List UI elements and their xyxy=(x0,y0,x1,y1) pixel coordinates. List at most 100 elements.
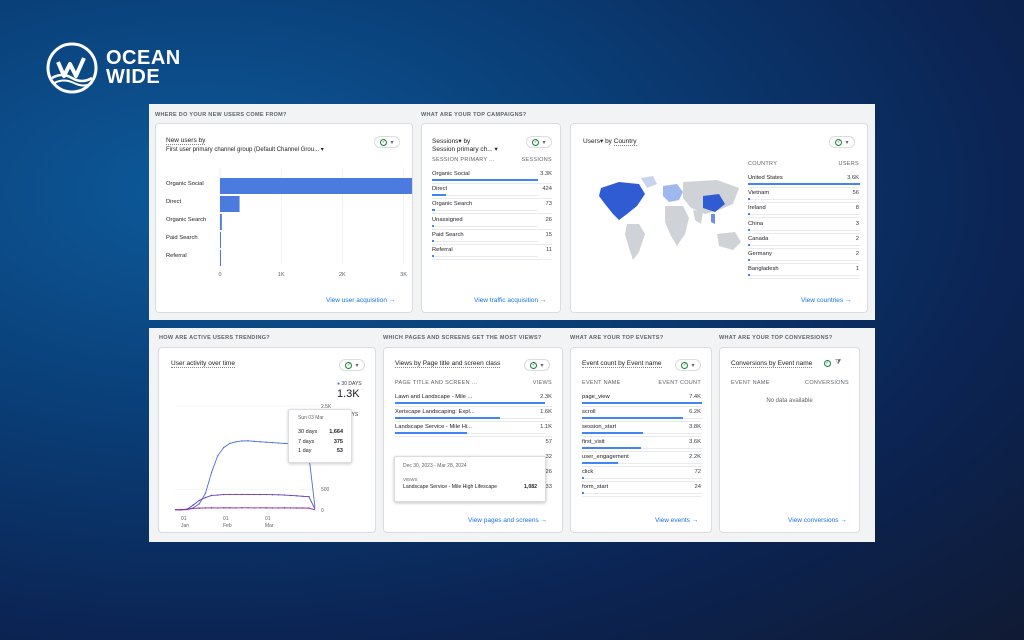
map-greenland xyxy=(641,176,657,188)
caret-down-icon: ▾ xyxy=(390,139,394,146)
table-row[interactable]: Organic Social 3.3K xyxy=(432,171,552,177)
row-label: Canada xyxy=(748,235,769,242)
table-row[interactable]: Bangladesh 1 xyxy=(748,266,859,272)
row-divider xyxy=(582,436,701,437)
view-user-acquisition-link[interactable]: View user acquisition → xyxy=(326,297,395,304)
series-line xyxy=(174,507,316,511)
table-row[interactable]: 57 xyxy=(395,439,552,445)
row-divider xyxy=(432,213,552,215)
table-row[interactable]: 26 xyxy=(395,469,552,475)
bar[interactable] xyxy=(220,196,240,212)
card-title-text[interactable]: New users by xyxy=(166,137,206,145)
filter-icon[interactable]: ⧩ xyxy=(835,359,842,366)
compare-menu-button[interactable]: ✓ ▾ xyxy=(675,359,701,371)
table-row[interactable]: Paid Search 15 xyxy=(432,232,552,238)
table-row[interactable]: Referral 11 xyxy=(432,247,552,253)
row-divider xyxy=(432,198,552,200)
world-map[interactable] xyxy=(593,174,747,264)
row-label: form_start xyxy=(582,484,609,490)
table-row[interactable]: Unassigned 26 xyxy=(432,217,552,223)
table-row[interactable]: 32 xyxy=(395,454,552,460)
bar[interactable] xyxy=(220,214,222,230)
table-row[interactable]: Germany 2 xyxy=(748,251,859,257)
table-row[interactable]: click 72 xyxy=(582,469,701,475)
table-row[interactable]: Direct 424 xyxy=(432,186,552,192)
row-divider xyxy=(582,496,701,497)
table-row[interactable]: first_visit 3.6K xyxy=(582,439,701,445)
data-point xyxy=(186,508,188,511)
table-row[interactable]: Organic Search 73 xyxy=(432,201,552,207)
row-bar-track xyxy=(582,448,702,449)
data-point xyxy=(235,507,237,509)
check-icon[interactable]: ✓ xyxy=(824,359,831,367)
table-row[interactable]: Vietnam 56 xyxy=(748,190,859,196)
compare-menu-button[interactable]: ✓ ▾ xyxy=(526,136,552,148)
table-row[interactable]: Landscape Service - Mile Hi... 1.1K xyxy=(395,424,552,430)
card-title-text[interactable]: Views by Page title and screen class xyxy=(395,360,501,368)
column-header-page-title[interactable]: PAGE TITLE AND SCREEN ... xyxy=(395,380,478,386)
compare-menu-button[interactable]: ✓ ▾ xyxy=(374,136,400,148)
data-point xyxy=(247,493,249,496)
data-point xyxy=(235,441,237,443)
data-point xyxy=(308,507,310,509)
view-traffic-acquisition-link[interactable]: View traffic acquisition → xyxy=(474,297,546,304)
bar[interactable] xyxy=(220,178,412,194)
table-row[interactable]: Lawn and Landscape - Mile ... 2.3K xyxy=(395,394,552,400)
table-row[interactable]: Canada 2 xyxy=(748,236,859,242)
card-title-text[interactable]: Conversions by Event name xyxy=(731,360,813,368)
table-row[interactable]: page_view 7.4K xyxy=(582,394,701,400)
column-header-channel[interactable]: SESSION PRIMARY ... xyxy=(432,157,495,163)
data-point xyxy=(204,496,207,499)
row-bar xyxy=(748,228,750,231)
dimension-selector[interactable]: Country xyxy=(613,138,637,146)
data-point xyxy=(259,441,261,443)
row-label: Organic Social xyxy=(432,171,470,177)
column-header-users[interactable]: USERS xyxy=(838,161,859,167)
compare-menu-button[interactable]: ✓ ▾ xyxy=(524,359,550,371)
bar[interactable] xyxy=(220,250,221,266)
column-header-event-name[interactable]: EVENT NAME xyxy=(731,380,770,386)
tooltip-value: 1,082 xyxy=(524,484,537,490)
column-header-sessions[interactable]: SESSIONS xyxy=(521,157,552,163)
data-point xyxy=(283,494,286,496)
data-point xyxy=(265,493,268,496)
card-title-a[interactable]: Sessions▾ by xyxy=(432,138,471,145)
metric-selector[interactable]: Users▾ xyxy=(583,138,604,145)
card-title-text[interactable]: User activity over time xyxy=(171,360,235,368)
view-countries-link[interactable]: View countries → xyxy=(801,297,851,304)
table-row[interactable]: form_start 24 xyxy=(582,484,701,490)
arrow-right-icon: → xyxy=(540,517,548,524)
bar[interactable] xyxy=(220,232,221,248)
table-row[interactable]: scroll 6.2K xyxy=(582,409,701,415)
table-row[interactable]: United States 3.6K xyxy=(748,175,859,181)
column-header-event-count[interactable]: EVENT COUNT xyxy=(658,380,701,386)
card-title-b[interactable]: Session primary ch... ▾ xyxy=(432,146,498,153)
table-row[interactable]: user_engagement 2.2K xyxy=(582,454,701,460)
row-bar xyxy=(432,239,434,242)
table-row[interactable]: China 3 xyxy=(748,221,859,227)
view-conversions-link[interactable]: View conversions → xyxy=(788,517,847,524)
compare-menu-button[interactable]: ✓ ▾ xyxy=(829,136,855,148)
data-point xyxy=(259,507,261,509)
countries-card: Users▾ by Country ✓ ▾ COUNTRY USERS View … xyxy=(570,123,868,313)
column-header-country[interactable]: COUNTRY xyxy=(748,161,778,167)
view-pages-link[interactable]: View pages and screens → xyxy=(468,517,547,524)
row-value: 56 xyxy=(852,190,859,197)
data-point xyxy=(259,493,261,496)
column-header-views[interactable]: VIEWS xyxy=(532,380,552,386)
table-row[interactable]: Xeriscape Landscaping: Expl... 1.6K xyxy=(395,409,552,415)
dimension-selector[interactable]: First user primary channel group (Defaul… xyxy=(166,147,324,153)
compare-menu-button[interactable]: ✓ ▾ xyxy=(339,359,365,371)
data-point xyxy=(241,440,243,442)
row-label: first_visit xyxy=(582,439,605,445)
column-header-event-name[interactable]: EVENT NAME xyxy=(582,380,621,386)
table-row[interactable]: session_start 3.8K xyxy=(582,424,701,430)
row-bar xyxy=(748,259,750,261)
card-title-text[interactable]: Event count by Event name xyxy=(582,360,662,368)
arrow-right-icon: → xyxy=(388,297,396,304)
view-events-link[interactable]: View events → xyxy=(655,517,698,524)
column-header-conversions[interactable]: CONVERSIONS xyxy=(805,380,849,386)
new-users-bar-chart: 0 1K 2K 3K Organic Social Direct Organic Searc… xyxy=(166,168,412,278)
x-tick-month: Jan xyxy=(181,523,189,529)
table-row[interactable]: Ireland 8 xyxy=(748,205,859,211)
